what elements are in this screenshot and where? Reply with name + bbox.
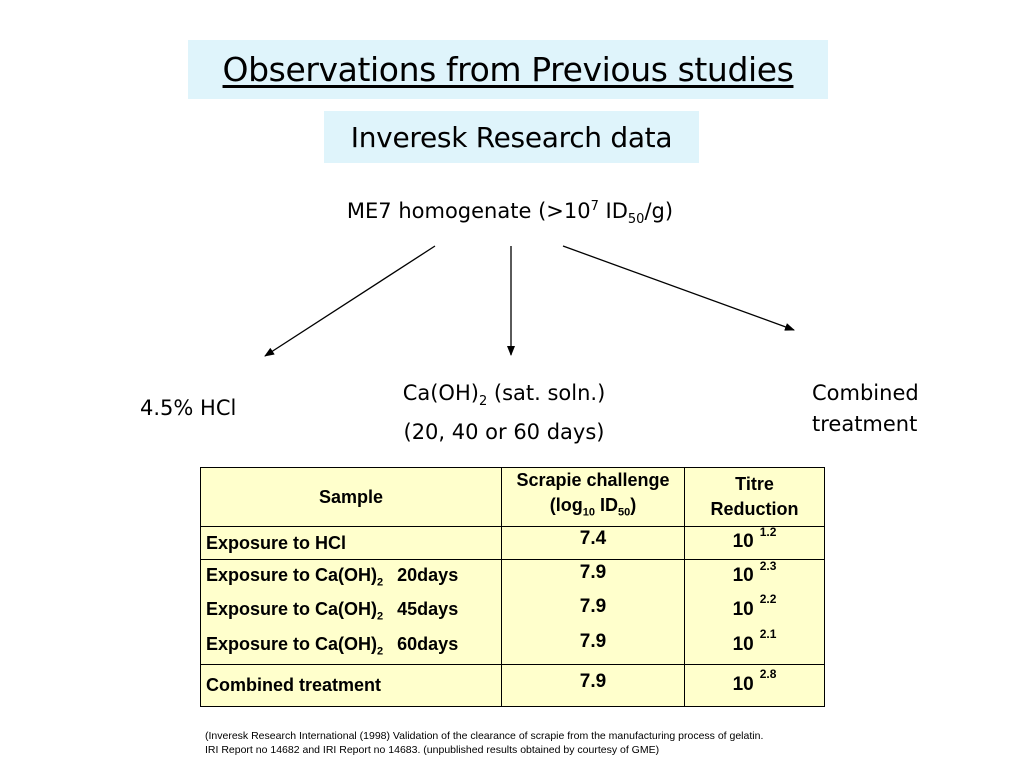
table-row: Combined treatment 7.9 10 2.8 (200, 664, 825, 707)
branch-combined: Combined treatment (812, 378, 919, 440)
footnote: (Inveresk Research International (1998) … (205, 729, 845, 757)
row-challenge-value: 7.9 (579, 562, 607, 583)
source-unit: ID (598, 199, 628, 223)
source-exponent: 7 (590, 199, 599, 214)
header-challenge: Scrapie challenge (log10 ID50) (501, 467, 685, 527)
table-row: Exposure to Ca(OH)2 60days 7.9 10 2.1 (200, 627, 825, 665)
branch-caoh-prefix: Ca(OH) (402, 381, 479, 405)
row-titre-base: 10 (732, 531, 754, 553)
row-titre-value: 10 2.3 (732, 559, 777, 587)
header-challenge-sub: 10 (582, 506, 595, 519)
row-titre-exp: 1.2 (759, 524, 777, 539)
arrow-to-combined (562, 245, 795, 331)
row-challenge-value: 7.9 (579, 630, 607, 652)
row-titre-exp: 2.1 (759, 627, 777, 642)
row-sample-days: 60days (397, 633, 459, 654)
row-challenge: 7.9 (501, 664, 685, 707)
row-sample-sub: 2 (377, 645, 384, 658)
header-challenge-sub2: 50 (618, 506, 631, 519)
row-titre-base: 10 (732, 673, 754, 695)
subtitle-box: Inveresk Research data (324, 111, 699, 163)
row-sample: Exposure to HCl (200, 526, 502, 560)
row-sample-days: 45days (397, 598, 459, 619)
row-challenge: 7.4 (501, 526, 685, 560)
page-subtitle: Inveresk Research data (350, 120, 673, 154)
page-title: Observations from Previous studies (222, 50, 794, 89)
row-titre-exp: 2.8 (759, 667, 777, 682)
header-sample: Sample (200, 467, 502, 527)
row-sample: Combined treatment (200, 664, 502, 707)
row-challenge: 7.9 (501, 594, 685, 627)
table-row: Exposure to Ca(OH)2 45days 7.9 10 2.2 (200, 592, 825, 627)
row-sample: Exposure to Ca(OH)2 20days (200, 559, 502, 594)
row-sample: Exposure to Ca(OH)2 60days (200, 627, 502, 665)
row-sample-prefix: Exposure to Ca(OH) (206, 598, 378, 619)
row-titre-base: 10 (732, 565, 754, 587)
row-challenge: 7.9 (501, 627, 685, 665)
row-titre-exp: 2.2 (759, 592, 777, 607)
branch-hcl: 4.5% HCl (140, 393, 236, 424)
header-challenge-line1: Scrapie challenge (516, 470, 670, 491)
branch-caoh-sub: 2 (478, 394, 488, 410)
row-titre-base: 10 (732, 633, 754, 655)
branch-caoh: Ca(OH)2 (sat. soln.) (20, 40 or 60 days) (374, 378, 634, 448)
row-sample: Exposure to Ca(OH)2 45days (200, 594, 502, 627)
row-sample-sub: 2 (377, 610, 384, 623)
footnote-line2: IRI Report no 14682 and IRI Report no 14… (205, 744, 660, 756)
header-challenge-prefix: (log (549, 495, 583, 516)
row-titre-value: 10 2.1 (732, 627, 777, 655)
source-label: ME7 homogenate (>10 (346, 199, 591, 223)
row-titre-value: 10 2.8 (732, 667, 777, 695)
source-unit-sub: 50 (627, 212, 645, 228)
row-sample-prefix: Exposure to Ca(OH) (206, 565, 378, 586)
row-titre: 10 2.2 (684, 592, 825, 627)
row-challenge-value: 7.9 (579, 670, 607, 692)
table-row: Exposure to HCl 7.4 10 1.2 (200, 525, 825, 560)
row-titre: 10 2.3 (684, 559, 825, 594)
row-titre: 10 2.8 (684, 664, 825, 707)
row-titre-base: 10 (732, 598, 754, 620)
header-challenge-mid: ID (594, 495, 618, 516)
branch-hcl-label: 4.5% HCl (140, 396, 237, 420)
footnote-line1: (Inveresk Research International (1998) … (205, 730, 764, 742)
row-challenge-value: 7.4 (579, 528, 607, 549)
row-titre: 10 2.1 (684, 627, 825, 665)
row-challenge: 7.9 (501, 559, 685, 594)
row-titre-value: 10 1.2 (732, 525, 777, 553)
branch-caoh-line2: (20, 40 or 60 days) (403, 420, 605, 445)
branch-caoh-line1: Ca(OH)2 (sat. soln.) (374, 378, 634, 417)
source-suffix: /g) (644, 199, 674, 223)
results-table: Sample Scrapie challenge (log10 ID50) Ti… (200, 467, 825, 707)
row-titre-value: 10 2.2 (732, 592, 777, 620)
branch-caoh-suffix: (sat. soln.) (487, 381, 606, 405)
header-titre-line2: Reduction (710, 499, 799, 519)
row-challenge-value: 7.9 (579, 595, 607, 617)
row-sample-days: 20days (397, 565, 459, 586)
row-sample-sub: 2 (377, 576, 384, 589)
table-row: Exposure to Ca(OH)2 20days 7.9 10 2.3 (200, 559, 825, 594)
row-sample-prefix: Exposure to Ca(OH) (206, 633, 378, 654)
arrow-to-hcl (264, 245, 436, 357)
row-titre-exp: 2.3 (759, 558, 777, 573)
header-titre: Titre Reduction (684, 467, 825, 527)
header-titre-line1: Titre (735, 474, 774, 494)
header-challenge-line2: (log10 ID50) (507, 493, 679, 526)
branch-combined-line2: treatment (812, 412, 918, 436)
branch-combined-line1: Combined (812, 381, 919, 405)
title-box: Observations from Previous studies (188, 40, 828, 99)
header-challenge-suffix: ) (630, 495, 637, 516)
row-titre: 10 1.2 (684, 525, 825, 560)
source-node: ME7 homogenate (>107 ID50/g) (300, 199, 720, 227)
table-header-row: Sample Scrapie challenge (log10 ID50) Ti… (200, 467, 825, 527)
